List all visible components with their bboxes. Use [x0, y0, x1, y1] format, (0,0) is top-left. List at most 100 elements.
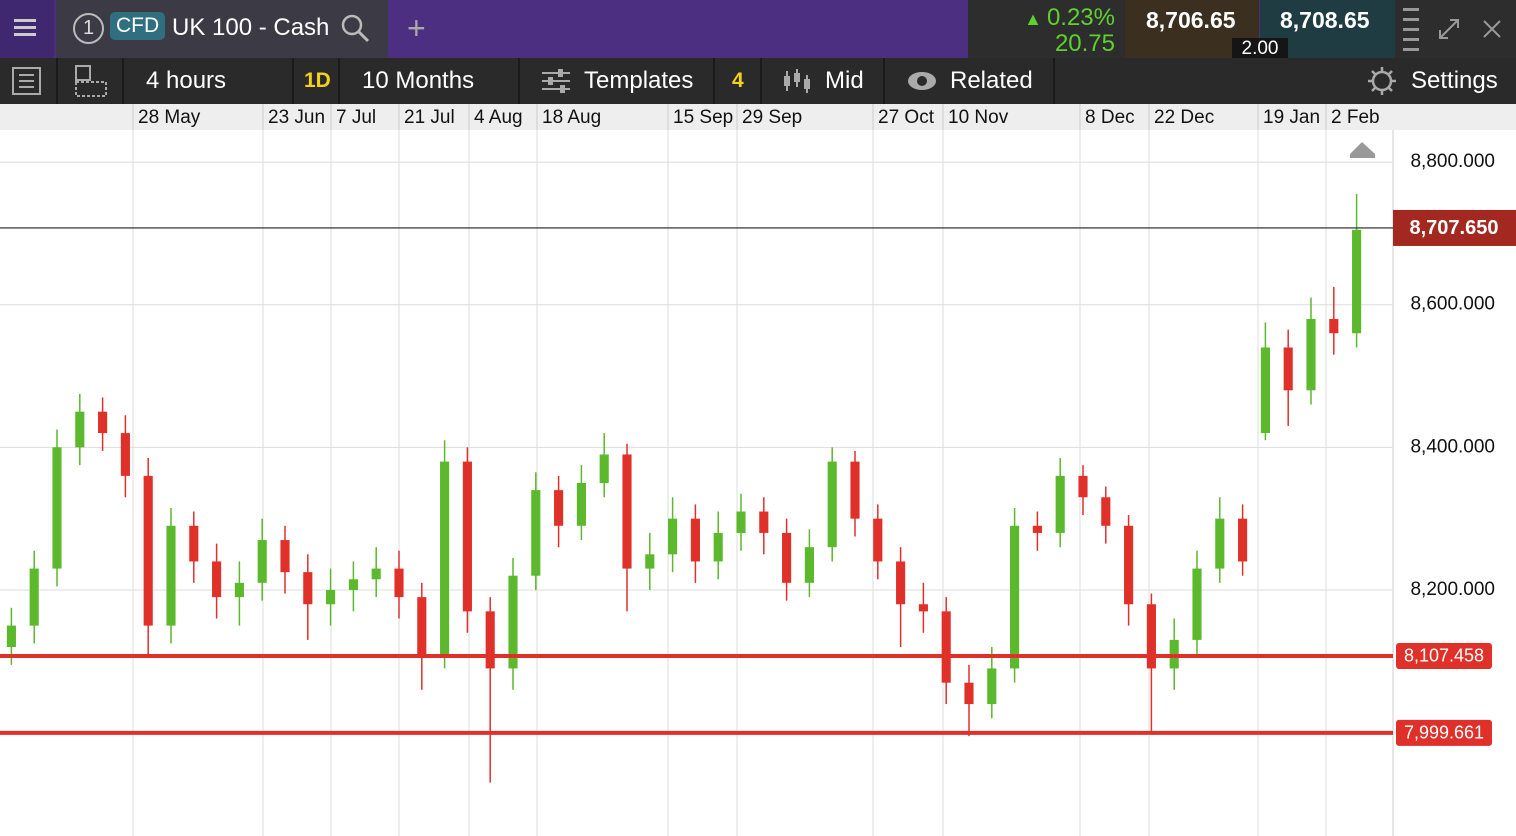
- x-tick-label: 10 Nov: [948, 107, 1009, 128]
- change-points: 20.75: [1054, 30, 1115, 57]
- level-label-box: [1396, 642, 1492, 669]
- templates[interactable]: Templates: [584, 67, 694, 94]
- candle-body: [850, 461, 860, 519]
- candle-body: [75, 411, 85, 448]
- candle-body: [348, 579, 358, 590]
- candle-body: [1101, 497, 1111, 526]
- settings[interactable]: Settings: [1411, 67, 1498, 94]
- candle-body: [120, 433, 130, 476]
- templates-icon: [542, 69, 570, 93]
- candle-body: [508, 575, 518, 669]
- y-tick-label: 8,400.000: [1410, 436, 1495, 457]
- candle-body: [189, 525, 199, 562]
- candle-body: [827, 461, 837, 548]
- candle-body: [668, 518, 678, 555]
- interval[interactable]: 4 hours: [146, 67, 227, 94]
- ask-price: 8,708.65: [1280, 7, 1370, 33]
- tab-number: 1: [73, 13, 104, 44]
- candle-body: [622, 454, 632, 569]
- x-tick-label: 8 Dec: [1085, 107, 1135, 128]
- x-tick-label: 7 Jul: [336, 107, 376, 128]
- close-icon[interactable]: [1481, 18, 1503, 40]
- x-tick-label: 15 Sep: [673, 107, 733, 128]
- x-tick-label: 19 Jan: [1263, 107, 1320, 128]
- range[interactable]: 10 Months: [362, 67, 475, 94]
- candle-body: [896, 561, 906, 605]
- change-box: ▲ 0.23% 20.75: [968, 0, 1125, 58]
- candle-body: [759, 511, 769, 533]
- candle-body: [1329, 318, 1339, 334]
- candle-body: [736, 511, 746, 533]
- candle-body: [166, 525, 176, 626]
- candle-body: [804, 547, 814, 583]
- price-label-box: [1393, 209, 1516, 246]
- spread: 2.00: [1232, 38, 1288, 59]
- candle-body: [143, 475, 153, 626]
- level-label: 8,107.458: [1404, 646, 1484, 666]
- price-type[interactable]: Mid: [825, 67, 864, 94]
- candle-body: [941, 611, 951, 683]
- candle-body: [1124, 525, 1134, 605]
- candle-body: [257, 540, 267, 583]
- settings-icon: [1368, 67, 1396, 95]
- candle-body: [1146, 604, 1156, 669]
- candle-body: [782, 532, 792, 583]
- bid-price: 8,706.65: [1146, 7, 1236, 33]
- candle-body: [1238, 518, 1248, 562]
- candle-body: [599, 454, 609, 483]
- candle-body: [690, 518, 700, 562]
- candle-body: [98, 411, 108, 434]
- x-tick-label: 22 Dec: [1154, 107, 1214, 128]
- home-marker[interactable]: [1350, 142, 1375, 158]
- candle-body: [1352, 229, 1362, 334]
- change-pct-text: 0.23%: [1046, 4, 1115, 31]
- candle-body: [1283, 347, 1293, 391]
- list-icon[interactable]: [12, 67, 42, 95]
- candle-body: [6, 625, 16, 648]
- bid-box[interactable]: 8,706.65: [1125, 0, 1259, 58]
- related-icon: [908, 72, 936, 90]
- related[interactable]: Related: [950, 67, 1033, 94]
- x-tick-label: 28 May: [138, 107, 201, 128]
- x-tick-label: 29 Sep: [742, 107, 802, 128]
- candle-body: [417, 597, 427, 655]
- instrument-tab[interactable]: 1 CFD UK 100 - Cash: [56, 0, 388, 58]
- candle-body: [394, 568, 404, 598]
- level-label-box: [1396, 719, 1492, 746]
- candle-body: [1215, 518, 1225, 569]
- candle-body: [1192, 568, 1202, 640]
- date-axis: [0, 104, 1516, 130]
- candle-body: [987, 668, 997, 705]
- candle-body: [1260, 347, 1270, 434]
- level-label: 7,999.661: [1404, 723, 1484, 743]
- candle-body: [713, 532, 723, 562]
- change-pct: ▲ 0.23%: [1024, 4, 1115, 31]
- price-label: 8,707.650: [1410, 217, 1499, 239]
- candle-body: [964, 682, 974, 705]
- cfd-badge: CFD: [110, 12, 166, 40]
- candle-body: [1032, 525, 1042, 533]
- candle-body: [918, 604, 928, 612]
- layout-icon[interactable]: [75, 65, 107, 97]
- x-tick-label: 21 Jul: [404, 107, 455, 128]
- toolbar: 4 hours 1D 10 Months Templates 4 Mid Rel…: [0, 58, 1516, 104]
- instrument-title: UK 100 - Cash: [172, 14, 330, 41]
- add-tab[interactable]: +: [407, 10, 426, 46]
- range-short[interactable]: 1D: [304, 69, 331, 92]
- top-bar: 1 CFD UK 100 - Cash + ▲ 0.23% 20.75 8,70…: [0, 0, 1516, 59]
- candle-body: [554, 490, 564, 526]
- candle-body: [234, 582, 244, 598]
- search-icon[interactable]: [339, 12, 371, 44]
- candle-body: [1010, 525, 1020, 669]
- candle-body: [212, 561, 222, 598]
- expand-icon[interactable]: [1437, 17, 1461, 41]
- candles-icon: [784, 69, 810, 93]
- window-controls: [1395, 0, 1516, 58]
- candle-body: [326, 589, 336, 605]
- candle-body: [29, 568, 39, 626]
- candle-body: [1306, 318, 1316, 391]
- candle-body: [531, 490, 541, 576]
- x-tick-label: 18 Aug: [542, 107, 601, 128]
- menu-button[interactable]: [0, 0, 54, 58]
